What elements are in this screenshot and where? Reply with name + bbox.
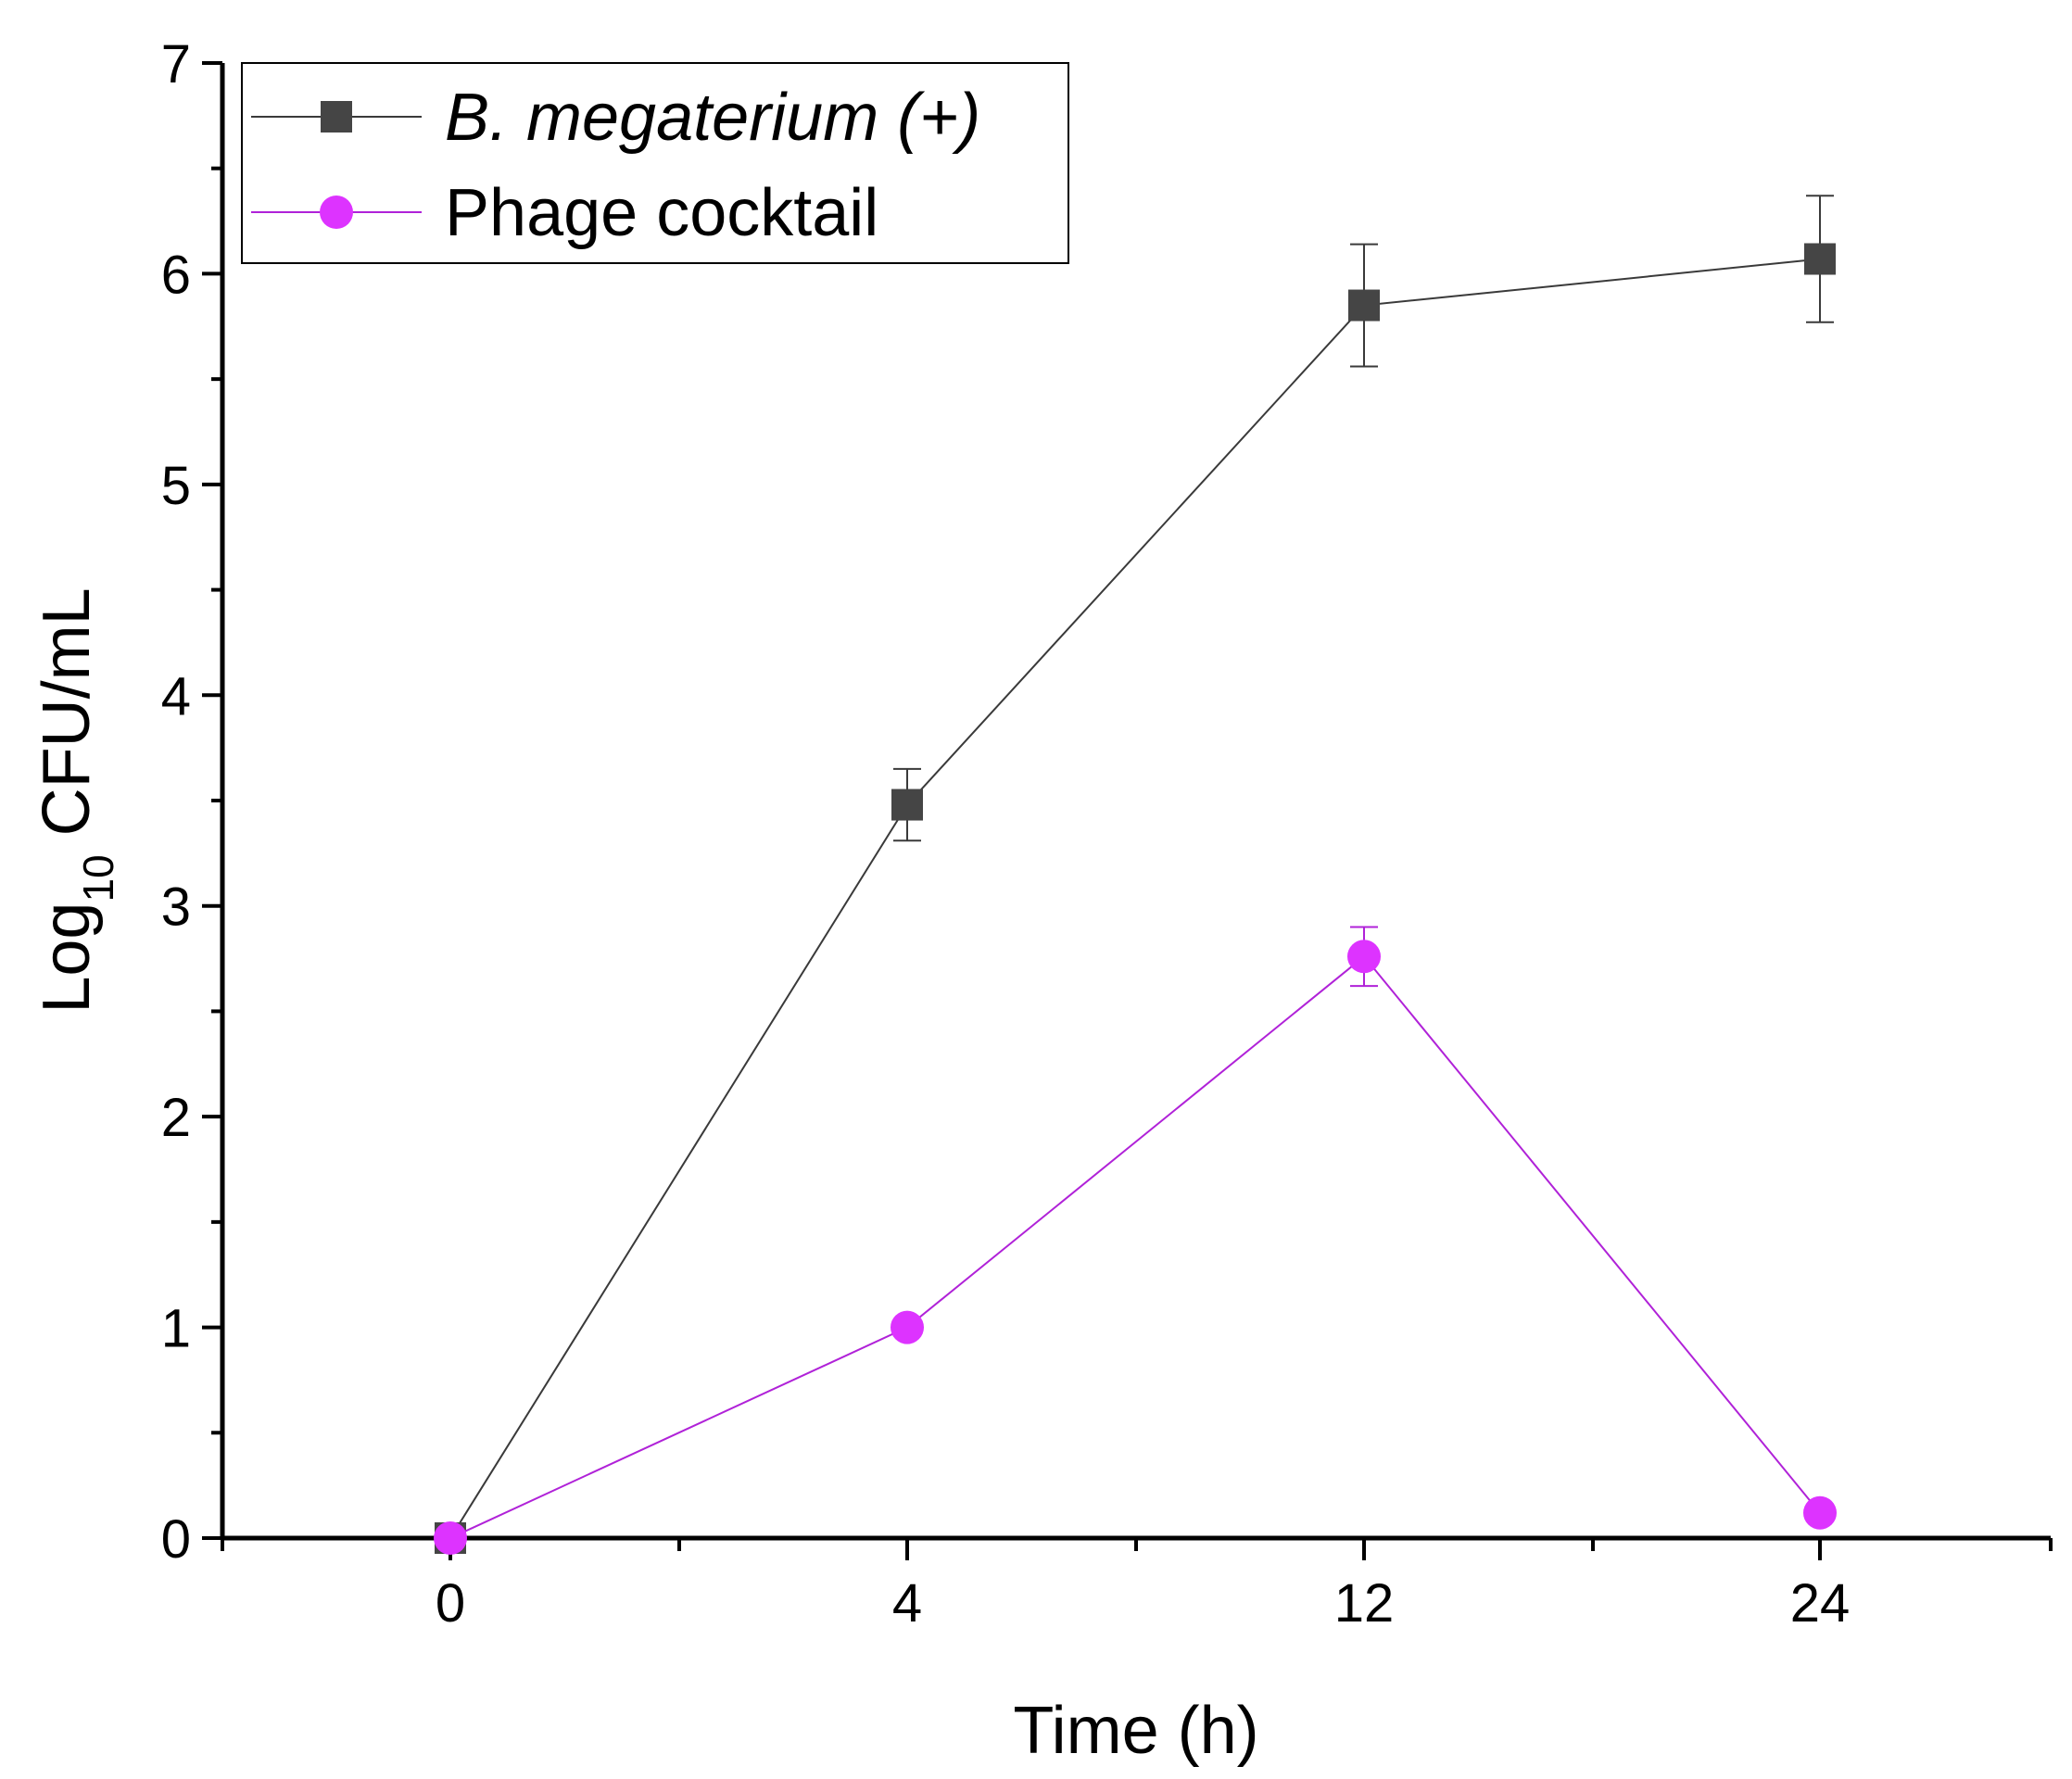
y-axis-title-main: Log	[30, 902, 104, 1014]
x-tick-label: 24	[1790, 1573, 1851, 1634]
y-tick-label: 6	[161, 245, 191, 305]
legend-label-megaterium: B. megaterium (+)	[445, 81, 980, 155]
x-axis-title: Time (h)	[1013, 1694, 1258, 1768]
data-point	[891, 789, 923, 821]
series-line	[449, 258, 1821, 1539]
y-ticks: 0 1 2 3 4 5 6 7	[161, 34, 222, 1570]
y-tick-label: 2	[161, 1088, 191, 1148]
legend-label-phage: Phage cocktail	[445, 176, 878, 250]
legend: B. megaterium (+) Phage cocktail	[241, 62, 1069, 264]
plot-area	[434, 195, 1837, 1555]
data-point	[891, 1310, 924, 1344]
series-phage-cocktail	[434, 926, 1837, 1555]
y-axis-title: Log10 CFU/mL	[30, 587, 122, 1013]
y-tick-label: 0	[161, 1509, 191, 1570]
y-tick-label: 4	[161, 666, 191, 726]
y-axis-title-rest: CFU/mL	[30, 587, 104, 854]
legend-marker-megaterium	[321, 101, 352, 132]
y-tick-label: 7	[161, 34, 191, 95]
data-point	[1347, 940, 1381, 974]
y-tick-label: 1	[161, 1299, 191, 1359]
data-point	[1803, 1495, 1837, 1530]
y-axis-title-subscript: 10	[74, 854, 122, 902]
x-tick-label: 0	[436, 1573, 465, 1634]
x-ticks: 0 4 12 24	[221, 1538, 2053, 1634]
data-point	[1348, 289, 1380, 322]
series-line	[449, 954, 1821, 1539]
series-megaterium	[435, 195, 1836, 1554]
data-point	[434, 1521, 467, 1555]
data-point	[1804, 243, 1836, 275]
legend-marker-phage	[320, 196, 353, 229]
y-tick-label: 3	[161, 877, 191, 938]
legend-box	[241, 62, 1069, 264]
y-tick-label: 5	[161, 456, 191, 516]
x-tick-label: 12	[1334, 1573, 1395, 1634]
x-tick-label: 4	[892, 1573, 922, 1634]
